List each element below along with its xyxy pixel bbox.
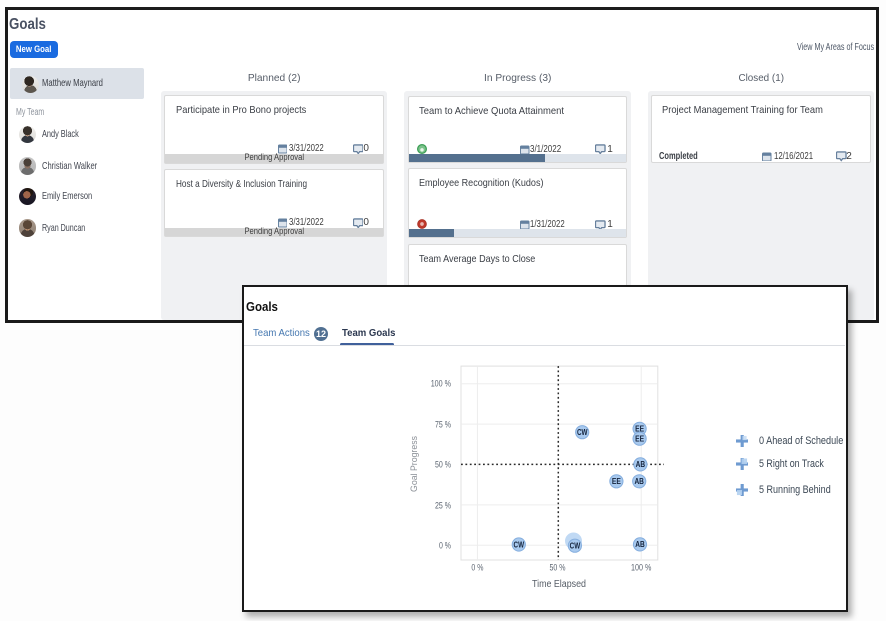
svg-text:EE: EE: [635, 425, 645, 434]
svg-text:0 %: 0 %: [439, 540, 451, 550]
svg-text:EE: EE: [635, 435, 645, 444]
svg-text:Goal Progress: Goal Progress: [409, 436, 420, 492]
svg-text:100 %: 100 %: [631, 563, 651, 573]
svg-text:EE: EE: [612, 477, 622, 486]
svg-text:AB: AB: [636, 460, 646, 469]
svg-text:CW: CW: [514, 540, 525, 549]
svg-text:CW: CW: [570, 542, 581, 551]
svg-text:50 %: 50 %: [435, 460, 451, 470]
svg-text:100 %: 100 %: [431, 379, 451, 389]
svg-text:CW: CW: [577, 428, 588, 437]
svg-text:AB: AB: [635, 540, 645, 549]
svg-text:50 %: 50 %: [550, 563, 566, 573]
svg-text:75 %: 75 %: [435, 419, 451, 429]
svg-text:Time Elapsed: Time Elapsed: [532, 579, 586, 590]
svg-text:25 %: 25 %: [435, 500, 451, 510]
svg-text:0 %: 0 %: [471, 563, 483, 573]
svg-text:AB: AB: [634, 477, 644, 486]
